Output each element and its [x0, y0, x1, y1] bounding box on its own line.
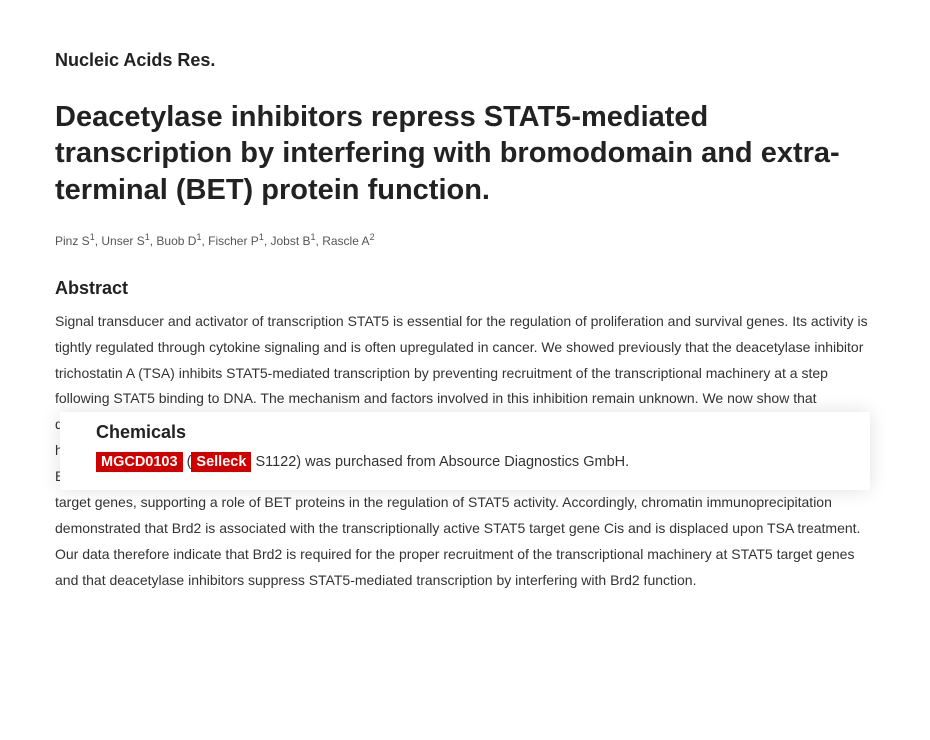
brand-highlight: Selleck	[191, 452, 251, 472]
article-title: Deacetylase inhibitors repress STAT5-med…	[55, 99, 875, 208]
abstract-heading: Abstract	[55, 278, 875, 299]
journal-name: Nucleic Acids Res.	[55, 50, 875, 71]
chemicals-callout: Chemicals MGCD0103 (Selleck S1122) was p…	[60, 412, 870, 490]
chemical-highlight: MGCD0103	[96, 452, 183, 472]
chemicals-line: MGCD0103 (Selleck S1122) was purchased f…	[96, 451, 850, 474]
author-list: Pinz S1, Unser S1, Buob D1, Fischer P1, …	[55, 232, 875, 248]
chemicals-rest: S1122) was purchased from Absource Diagn…	[251, 454, 629, 470]
chemicals-heading: Chemicals	[96, 422, 850, 443]
